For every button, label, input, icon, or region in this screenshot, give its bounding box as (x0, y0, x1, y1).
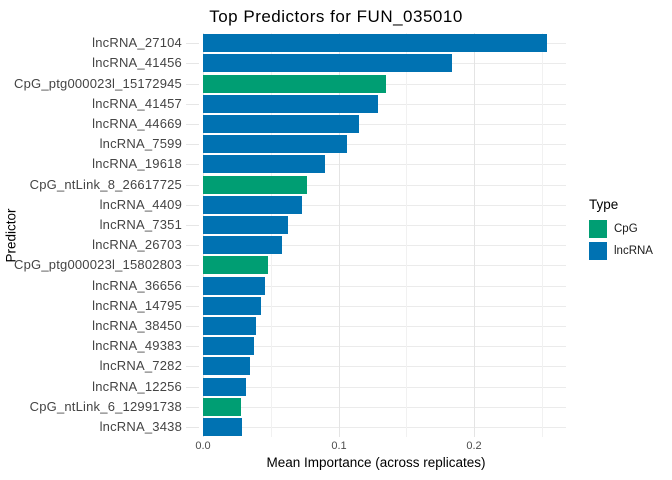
bar-lncRNA_36656 (203, 276, 265, 295)
legend-entries: CpG lncRNA (589, 220, 669, 260)
bar-lncRNA_26703 (203, 236, 282, 255)
grid-line-vertical-minor (271, 33, 272, 437)
y-axis-label: CpG_ntLink_8_26617725 (29, 176, 182, 192)
y-axis-label: lncRNA_4409 (99, 196, 182, 212)
y-tick-mark (186, 83, 199, 85)
grid-line-horizontal (203, 265, 566, 267)
y-axis-label: lncRNA_19618 (92, 156, 182, 172)
grid-line-horizontal (203, 245, 566, 247)
y-tick-mark (186, 305, 199, 307)
y-axis-label: CpG_ntLink_6_12991738 (29, 398, 182, 414)
grid-line-vertical-major (203, 33, 204, 437)
y-tick-mark (186, 103, 199, 105)
y-tick-mark (186, 43, 199, 45)
bar-lncRNA_38450 (203, 316, 256, 335)
bar-lncRNA_49383 (203, 337, 254, 356)
y-axis-label: lncRNA_7282 (99, 358, 182, 374)
bar-CpG_ntLink_6_12991738 (203, 397, 241, 416)
bar-lncRNA_7282 (203, 357, 250, 376)
x-tick-label: 0.2 (466, 440, 482, 452)
y-axis-label: lncRNA_26703 (92, 237, 182, 253)
grid-line-horizontal (203, 346, 566, 348)
grid-line-horizontal (203, 426, 566, 428)
y-axis-label: lncRNA_49383 (92, 338, 182, 354)
y-axis-title: Predictor (3, 208, 19, 263)
y-tick-mark (186, 63, 199, 65)
grid-line-vertical-minor (406, 33, 407, 437)
legend-title: Type (589, 197, 619, 212)
y-axis-label: lncRNA_12256 (92, 378, 182, 394)
x-tick-label: 0.1 (331, 440, 347, 452)
y-tick-mark (186, 366, 199, 368)
y-tick-mark (186, 325, 199, 327)
y-tick-mark (186, 285, 199, 287)
y-axis-label: CpG_ptg000023l_15802803 (14, 257, 182, 273)
grid-line-horizontal (203, 325, 566, 327)
legend-swatch-lncRNA (589, 242, 607, 260)
bar-lncRNA_14795 (203, 296, 261, 315)
y-axis-label: lncRNA_3438 (99, 418, 182, 434)
bar-lncRNA_44669 (203, 114, 359, 133)
grid-line-vertical-major (474, 33, 475, 437)
y-axis-label: lncRNA_44669 (92, 115, 182, 131)
legend-swatch-CpG (589, 220, 607, 238)
y-tick-mark (186, 123, 199, 125)
grid-line-horizontal (203, 386, 566, 388)
grid-line-horizontal (203, 123, 566, 125)
y-axis-label: lncRNA_38450 (92, 317, 182, 333)
y-tick-mark (186, 184, 199, 186)
legend-entry-CpG: CpG (589, 220, 669, 238)
bar-lncRNA_19618 (203, 155, 325, 174)
x-tick-label: 0.0 (195, 440, 211, 452)
bar-CpG_ptg000023l_15802803 (203, 256, 268, 275)
x-axis-title: Mean Importance (across replicates) (266, 455, 486, 470)
bar-lncRNA_41457 (203, 94, 378, 113)
legend-label: lncRNA (614, 245, 653, 257)
bar-lncRNA_27104 (203, 34, 547, 53)
chart-title: Top Predictors for FUN_035010 (209, 7, 463, 26)
grid-line-horizontal (203, 406, 566, 408)
legend-label: CpG (614, 223, 638, 235)
grid-line-horizontal (203, 144, 566, 146)
bar-lncRNA_4409 (203, 195, 302, 214)
legend-entry-lncRNA: lncRNA (589, 242, 669, 260)
grid-line-horizontal (203, 184, 566, 186)
grid-line-horizontal (203, 224, 566, 226)
bar-CpG_ptg000023l_15172945 (203, 74, 386, 93)
bar-lncRNA_41456 (203, 54, 452, 73)
grid-line-horizontal (203, 366, 566, 368)
legend: Type CpG lncRNA (589, 197, 669, 264)
grid-line-horizontal (203, 305, 566, 307)
y-tick-mark (186, 245, 199, 247)
grid-line-horizontal (203, 103, 566, 105)
y-tick-mark (186, 204, 199, 206)
y-axis-label: CpG_ptg000023l_15172945 (14, 75, 182, 91)
y-tick-mark (186, 346, 199, 348)
grid-line-vertical-minor (542, 33, 543, 437)
y-axis-label: lncRNA_7351 (99, 216, 182, 232)
bar-lncRNA_3438 (203, 417, 242, 436)
bar-lncRNA_7351 (203, 215, 288, 234)
y-axis-label: lncRNA_36656 (92, 277, 182, 293)
y-axis-label: lncRNA_27104 (92, 35, 182, 51)
y-axis-label: lncRNA_7599 (99, 136, 182, 152)
y-axis-label: lncRNA_14795 (92, 297, 182, 313)
grid-line-horizontal (203, 285, 566, 287)
y-axis-label: lncRNA_41457 (92, 95, 182, 111)
y-tick-mark (186, 426, 199, 428)
y-tick-mark (186, 265, 199, 267)
grid-line-horizontal (203, 204, 566, 206)
y-tick-mark (186, 386, 199, 388)
y-tick-mark (186, 224, 199, 226)
y-tick-mark (186, 164, 199, 166)
bar-lncRNA_12256 (203, 377, 246, 396)
grid-line-vertical-major (339, 33, 340, 437)
y-tick-mark (186, 144, 199, 146)
bar-CpG_ntLink_8_26617725 (203, 175, 307, 194)
grid-line-horizontal (203, 164, 566, 166)
bar-lncRNA_7599 (203, 135, 347, 154)
y-axis-label: lncRNA_41456 (92, 55, 182, 71)
y-tick-mark (186, 406, 199, 408)
